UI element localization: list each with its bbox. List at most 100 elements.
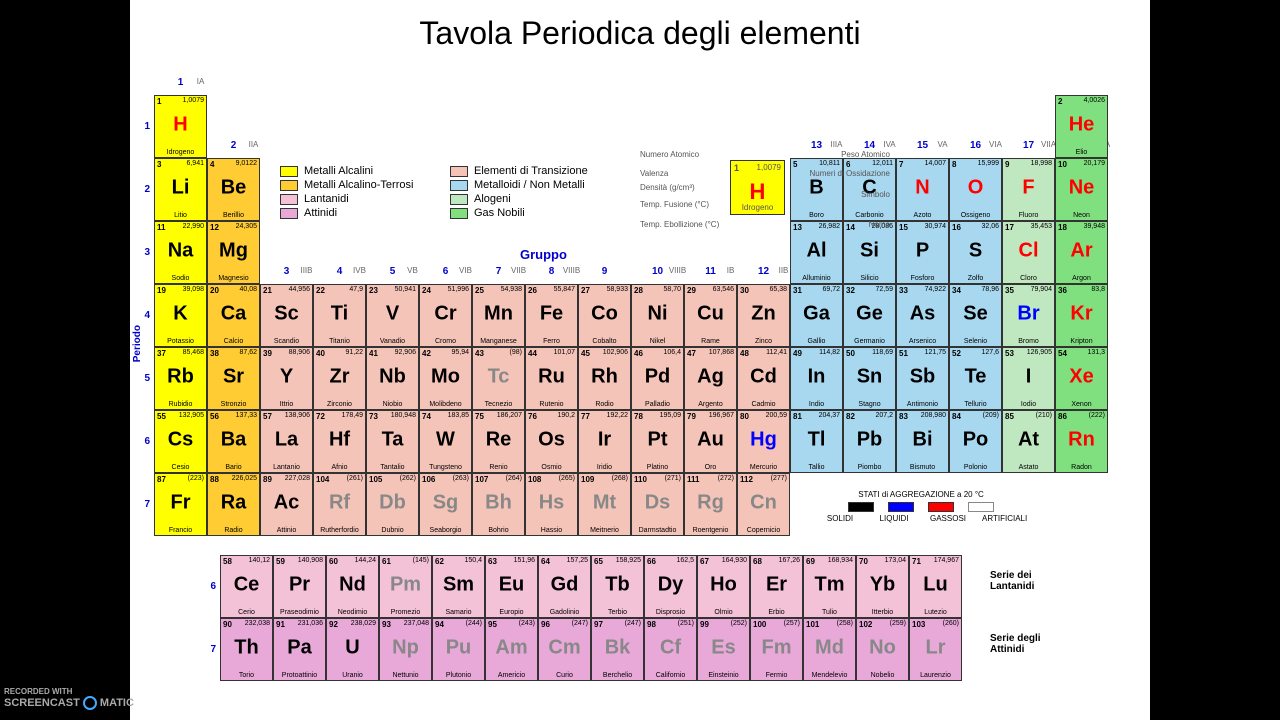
element-name: Lutezio [910, 609, 961, 616]
element-symbol: Gd [539, 574, 590, 597]
legend-item: Attinidi [280, 207, 413, 219]
element-name: Bismuto [897, 464, 948, 471]
atomic-mass: 200,59 [766, 412, 787, 419]
atomic-number: 48 [740, 349, 749, 358]
element-symbol: Te [950, 366, 1001, 389]
atomic-number: 100 [753, 620, 766, 629]
atomic-number: 66 [647, 557, 656, 566]
atomic-number: 49 [793, 349, 802, 358]
element-symbol: Ho [698, 574, 749, 597]
element-symbol: Cl [1003, 240, 1054, 263]
page-title: Tavola Periodica degli elementi [419, 15, 860, 52]
element-cell-Lr: 103(260)LrLaurenzio [909, 618, 962, 681]
element-name: Zinco [738, 338, 789, 345]
atomic-number: 67 [700, 557, 709, 566]
element-symbol: O [950, 177, 1001, 200]
element-cell-Ge: 3272,59GeGermanio [843, 284, 896, 347]
element-symbol: He [1056, 114, 1107, 137]
atomic-number: 25 [475, 286, 484, 295]
element-symbol: Rh [579, 366, 630, 389]
atomic-number: 103 [912, 620, 925, 629]
element-symbol: Cr [420, 303, 471, 326]
element-name: Cobalto [579, 338, 630, 345]
atomic-number: 94 [435, 620, 444, 629]
element-name: Einsteinio [698, 672, 749, 679]
element-name: Disprosio [645, 609, 696, 616]
atomic-number: 1 [157, 97, 161, 106]
element-name: Sodio [155, 275, 206, 282]
element-name: Nikel [632, 338, 683, 345]
element-cell-Xe: 54131,3XeXenon [1055, 347, 1108, 410]
atomic-mass: (244) [466, 620, 482, 627]
element-cell-Cu: 2963,546CuRame [684, 284, 737, 347]
element-symbol: Ta [367, 429, 418, 452]
legend-label: Metalloidi / Non Metalli [474, 179, 585, 191]
element-name: Cloro [1003, 275, 1054, 282]
legend-item: Elementi di Transizione [450, 165, 588, 177]
element-symbol: Er [751, 574, 802, 597]
element-name: Piombo [844, 464, 895, 471]
atomic-mass: 158,925 [616, 557, 641, 564]
element-name: Kripton [1056, 338, 1107, 345]
element-cell-Md: 101(258)MdMendelevio [803, 618, 856, 681]
element-cell-Kr: 3683,8KrKripton [1055, 284, 1108, 347]
atomic-mass: 6,941 [186, 160, 204, 167]
element-cell-Pd: 46106,4PdPalladio [631, 347, 684, 410]
atomic-mass: 74,922 [925, 286, 946, 293]
element-name: Itterbio [857, 609, 908, 616]
key-boil-label: Temp. Ebollizione (°C) [640, 220, 719, 229]
atomic-number: 50 [846, 349, 855, 358]
element-symbol: Sn [844, 366, 895, 389]
atomic-number: 96 [541, 620, 550, 629]
atomic-mass: 157,25 [567, 557, 588, 564]
atomic-number: 77 [581, 412, 590, 421]
atomic-number: 88 [210, 475, 219, 484]
element-name: Nobelio [857, 672, 908, 679]
element-symbol: F [1003, 177, 1054, 200]
element-symbol: Hg [738, 429, 789, 452]
element-cell-Mt: 109(268)MtMeitnerio [578, 473, 631, 536]
element-symbol: Cm [539, 637, 590, 660]
legend-label: Metalli Alcalini [304, 165, 373, 177]
element-cell-Tc: 43(98)TcTecnezio [472, 347, 525, 410]
element-cell-V: 2350,941VVanadio [366, 284, 419, 347]
legend-label: Gas Nobili [474, 207, 525, 219]
atomic-number: 52 [952, 349, 961, 358]
atomic-number: 19 [157, 286, 166, 295]
element-symbol: Zr [314, 366, 365, 389]
atomic-mass: 168,934 [828, 557, 853, 564]
atomic-mass: (272) [718, 475, 734, 482]
element-symbol: W [420, 429, 471, 452]
element-cell-Rg: 111(272)RgRoentgenio [684, 473, 737, 536]
legend-label: Elementi di Transizione [474, 165, 588, 177]
period-header: 4 [138, 310, 150, 321]
element-symbol: Pu [433, 637, 484, 660]
element-symbol: Ag [685, 366, 736, 389]
element-symbol: Au [685, 429, 736, 452]
element-cell-F: 918,998FFluoro [1002, 158, 1055, 221]
atomic-mass: 44,956 [289, 286, 310, 293]
element-cell-Zr: 4091,22ZrZirconio [313, 347, 366, 410]
atomic-mass: (145) [413, 557, 429, 564]
lanth-series-label: Serie dei Lantanidi [990, 570, 1060, 592]
atomic-number: 92 [329, 620, 338, 629]
legend-swatch [450, 166, 468, 177]
element-name: Praseodimio [274, 609, 325, 616]
element-cell-Rn: 86(222)RnRadon [1055, 410, 1108, 473]
atomic-mass: 226,025 [232, 475, 257, 482]
element-name: Francio [155, 527, 206, 534]
atomic-mass: (223) [188, 475, 204, 482]
atomic-mass: 1,0079 [183, 97, 204, 104]
state-swatch [928, 502, 954, 512]
atomic-number: 60 [329, 557, 338, 566]
element-name: Elio [1056, 149, 1107, 156]
element-cell-He: 24,0026HeElio [1055, 95, 1108, 158]
element-symbol: Ge [844, 303, 895, 326]
element-cell-Tb: 65158,925TbTerbio [591, 555, 644, 618]
atomic-number: 17 [1005, 223, 1014, 232]
atomic-mass: (277) [771, 475, 787, 482]
legend-col-2: Elementi di Transizione Metalloidi / Non … [450, 165, 588, 221]
atomic-number: 110 [634, 475, 647, 484]
atomic-mass: 95,94 [451, 349, 469, 356]
element-name: Europio [486, 609, 537, 616]
